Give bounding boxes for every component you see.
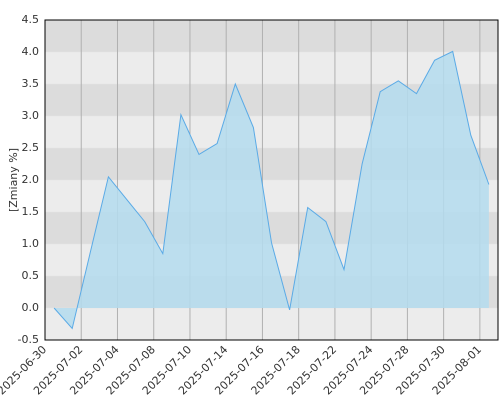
y-tick-label: 0.0	[22, 301, 40, 314]
grid-band	[45, 20, 498, 52]
y-tick-label: 0.5	[22, 269, 40, 282]
y-tick-label: 4.0	[22, 45, 40, 58]
y-tick-label: 4.5	[22, 13, 40, 26]
grid-band	[45, 52, 498, 84]
line	[53, 50, 490, 330]
y-tick-label: 1.5	[22, 205, 40, 218]
y-tick-label: 3.5	[22, 77, 40, 90]
area	[54, 51, 489, 329]
y-tick-label: -0.5	[18, 333, 39, 346]
y-axis-label: [Zmiany %]	[7, 148, 20, 212]
y-tick-label: 1.0	[22, 237, 40, 250]
y-tick-label: 3.0	[22, 109, 40, 122]
plot-border	[44, 19, 499, 341]
grid-band	[45, 308, 498, 340]
y-tick-label: 2.0	[22, 173, 40, 186]
y-tick-label: 2.5	[22, 141, 40, 154]
